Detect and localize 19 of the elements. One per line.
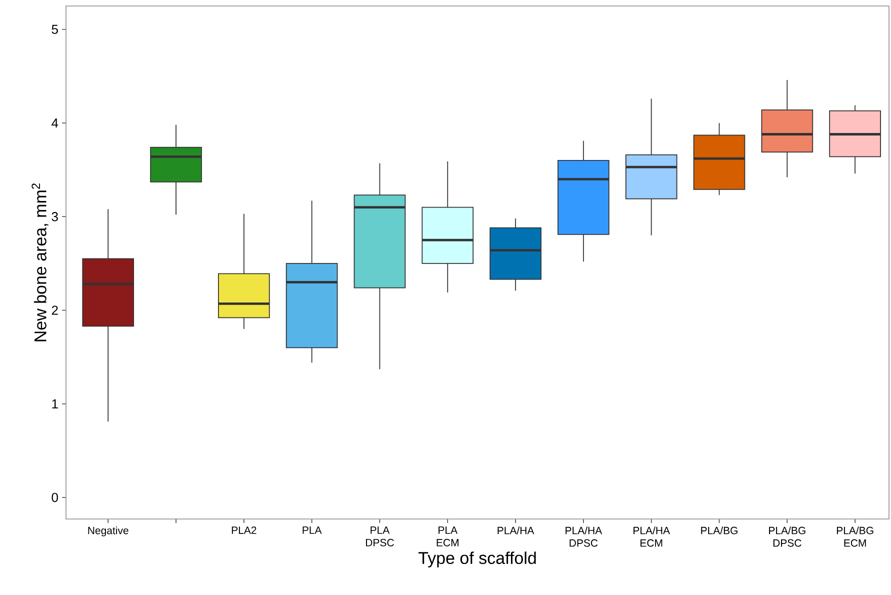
y-tick-label: 5: [52, 24, 58, 34]
y-axis-title: New bone area, mm$^{2}$: [32, 184, 48, 342]
x-tick-label: Negative: [88, 526, 128, 536]
x-tick-label: PLA/HA ECM: [634, 526, 670, 547]
y-tick-label: 1: [52, 399, 58, 408]
x-tick-label: PLA ECM: [436, 526, 458, 546]
x-axis-title: Type of scaffold: [418, 552, 536, 568]
y-tick-label: 2: [52, 306, 58, 315]
x-tick-label: PLA DPSC: [366, 526, 394, 546]
y-tick-label: 4: [52, 118, 58, 128]
x-tick-label: PLA: [302, 526, 322, 534]
x-tick-label: PLA/BG ECM: [836, 526, 874, 547]
x-tick-label: PLA2: [232, 526, 256, 534]
x-tick-label: PLA/HA: [498, 526, 534, 534]
x-tick-label: PLA/BG: [701, 526, 738, 534]
y-tick-label: 0: [52, 492, 58, 502]
x-tick-label: PLA/HA DPSC: [566, 526, 602, 547]
y-tick-label: 3: [52, 212, 58, 222]
x-tick-label: PLA/BG DPSC: [769, 526, 806, 547]
